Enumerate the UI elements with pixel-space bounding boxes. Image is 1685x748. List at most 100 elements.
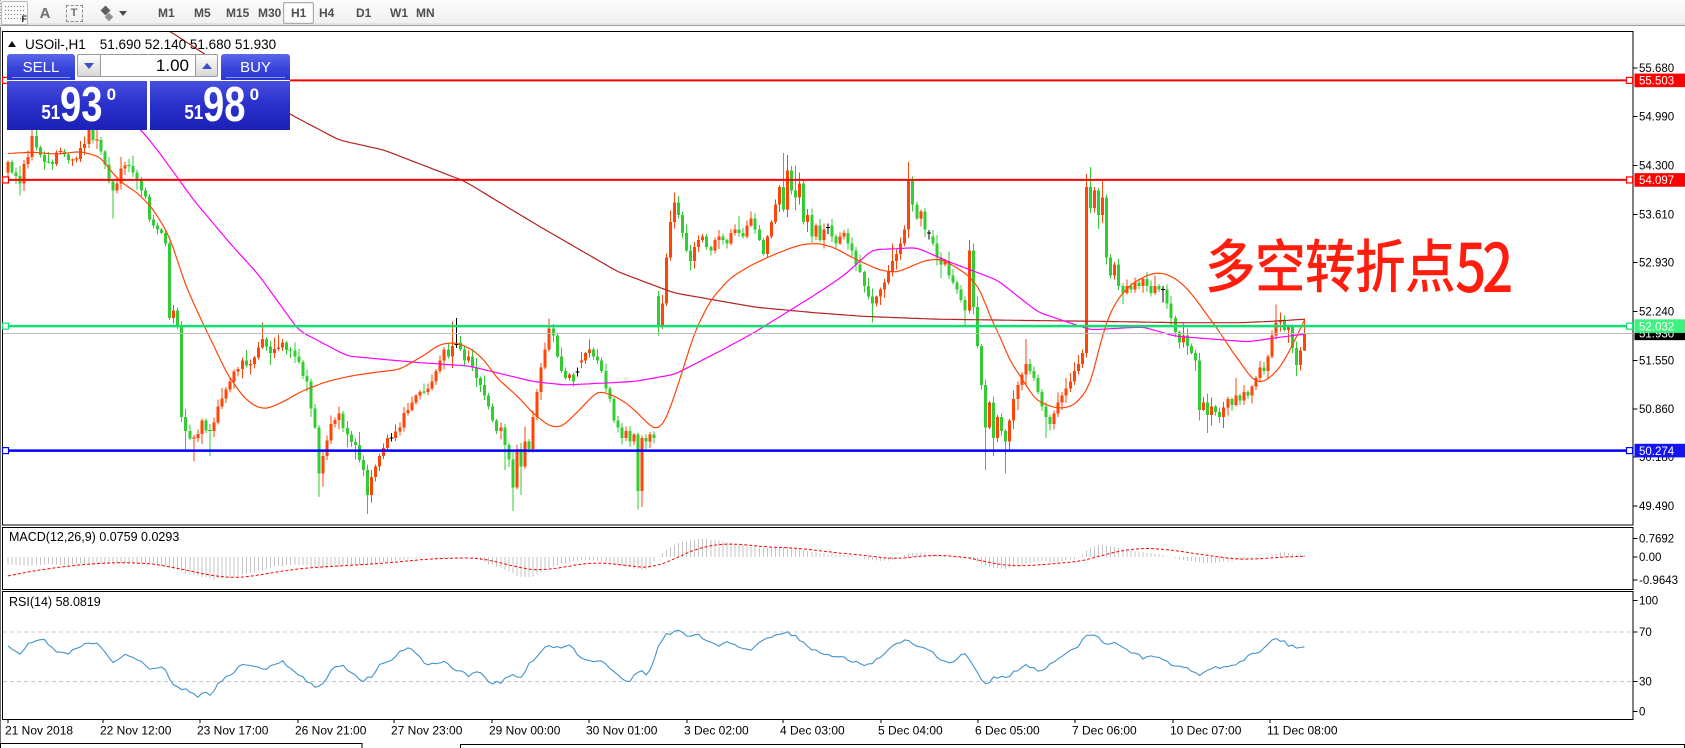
sell-button-underline: [12, 77, 70, 78]
rsi-label: RSI(14) 58.0819: [9, 595, 101, 609]
bottom-tab-left[interactable]: [0, 743, 363, 748]
sell-price-sup: 0: [106, 85, 117, 104]
hline-handle[interactable]: [1, 176, 10, 184]
rsi-scale-30: 30: [1639, 676, 1652, 688]
level-52.032-badge: [1634, 319, 1685, 333]
chart-title: USOil-,H1 51.690 52.140 51.680 51.930: [8, 36, 276, 52]
price-tick-52.930: 52.930: [1639, 258, 1674, 270]
level-55.503-badge: [1634, 73, 1685, 88]
hline-handle[interactable]: [1625, 76, 1634, 84]
fibonacci-lines-icon[interactable]: F: [1, 1, 28, 25]
time-label: 29 Nov 00:00: [489, 724, 561, 738]
hline-handle[interactable]: [1625, 322, 1634, 330]
time-label: 11 Dec 08:00: [1267, 724, 1338, 738]
time-label: 21 Nov 2018: [5, 724, 73, 738]
macd-scale-max: 0.7692: [1639, 534, 1674, 546]
price-tick-50.860: 50.860: [1639, 404, 1674, 416]
hline-handle[interactable]: [1625, 446, 1634, 455]
price-tick-51.550: 51.550: [1639, 355, 1674, 367]
toolbar-separator: [0, 0, 1, 20]
fib-line-icon: [5, 6, 24, 7]
time-label: 26 Nov 21:00: [295, 724, 367, 738]
bottom-tab-strip[interactable]: [0, 743, 1685, 748]
buy-button[interactable]: BUY: [221, 54, 290, 80]
macd-layer: [7, 538, 1306, 580]
fib-line-icon: [5, 18, 24, 19]
fibonacci-letter: F: [21, 14, 28, 24]
toolbar: F A T M1 M5 M15 M30 H1 H4 D1 W1 MN: [0, 0, 1685, 26]
level-54.097-badge: [1634, 173, 1685, 187]
rsi-name: RSI(14): [9, 594, 53, 609]
time-label: 22 Nov 12:00: [100, 724, 172, 738]
time-label: 6 Dec 05:00: [975, 724, 1040, 738]
rsi-scale-0: 0: [1639, 707, 1645, 719]
time-label: 30 Nov 01:00: [586, 724, 658, 738]
timeframe-M1[interactable]: M1: [158, 6, 175, 20]
shapes-icon[interactable]: [92, 1, 136, 25]
ma-fast-line: [7, 151, 1306, 429]
decrease-triangle-icon: [84, 62, 94, 69]
bottom-tab-right[interactable]: [460, 744, 1685, 748]
sell-button[interactable]: SELL: [7, 54, 75, 80]
rsi-scale-100: 100: [1639, 596, 1658, 608]
sell-button-label: SELL: [22, 58, 60, 76]
sell-price-display[interactable]: 51 93 0: [7, 80, 147, 130]
buy-button-underline: [226, 77, 285, 78]
chart-symbol-period: USOil-,H1: [25, 36, 86, 52]
time-scale[interactable]: 21 Nov 2018 22 Nov 12:00 23 Nov 17:00 26 No…: [5, 719, 1338, 738]
fib-line-icon: [5, 10, 24, 11]
timeframe-H4[interactable]: H4: [319, 6, 335, 20]
price-tick-52.240: 52.240: [1639, 306, 1674, 318]
volume-decrease-button[interactable]: [77, 54, 101, 77]
level-50.274-badge: [1634, 443, 1685, 458]
text-box-letter: T: [65, 4, 83, 22]
volume-increase-button[interactable]: [195, 54, 218, 77]
expand-triangle-icon[interactable]: [8, 41, 16, 47]
hline-handle[interactable]: [1, 446, 10, 455]
timeframe-M15[interactable]: M15: [226, 6, 250, 20]
price-scale[interactable]: 55.680 54.990 54.300 53.610 52.930 52.240 51.5…: [1633, 63, 1685, 719]
macd-label: MACD(12,26,9) 0.0759 0.0293: [9, 530, 179, 544]
time-label: 5 Dec 04:00: [878, 724, 943, 738]
dropdown-caret-icon[interactable]: [118, 10, 127, 16]
hline-handle[interactable]: [1625, 176, 1634, 184]
price-tick-53.610: 53.610: [1639, 209, 1674, 221]
macd-scale-min: -0.9643: [1639, 575, 1678, 587]
price-tick-49.490: 49.490: [1639, 501, 1674, 513]
time-label: 3 Dec 02:00: [684, 724, 749, 738]
time-label: 4 Dec 03:00: [780, 724, 845, 738]
buy-button-label: BUY: [240, 58, 271, 76]
increase-triangle-icon: [201, 62, 212, 69]
sell-price-prefix: 51: [41, 102, 61, 124]
one-click-trading-panel: SELL 1.00 BUY 51 93 0 51 98 0: [7, 54, 290, 130]
macd-value-main: 0.0759: [99, 530, 138, 544]
timeframe-MN[interactable]: MN: [416, 6, 435, 20]
text-box-icon[interactable]: T: [61, 1, 87, 25]
rsi-line: [7, 629, 1305, 699]
chart-ohlc-values: 51.690 52.140 51.680 51.930: [99, 36, 277, 52]
rsi-value: 58.0819: [55, 594, 101, 609]
hline-handle[interactable]: [1, 322, 10, 330]
buy-price-display[interactable]: 51 98 0: [150, 80, 290, 130]
level-50.274-badge-text: 50.274: [1639, 446, 1675, 458]
volume-input[interactable]: 1.00: [101, 54, 195, 77]
buy-price-prefix: 51: [184, 102, 204, 124]
panel-frames: [0, 27, 1634, 748]
level-54.097-badge-text: 54.097: [1639, 175, 1674, 187]
horizontal-lines-layer[interactable]: [1, 76, 1634, 455]
text-label-icon[interactable]: A: [39, 4, 51, 22]
time-label: 7 Dec 06:00: [1072, 724, 1137, 738]
rsi-scale-70: 70: [1639, 627, 1652, 639]
macd-signal-line: [7, 543, 1305, 578]
timeframe-D1[interactable]: D1: [356, 6, 372, 20]
ma-mid-line: [7, 69, 1305, 386]
time-label: 27 Nov 23:00: [391, 724, 463, 738]
timeframe-H1[interactable]: H1: [283, 2, 315, 24]
timeframe-M30[interactable]: M30: [258, 6, 282, 20]
time-label: 23 Nov 17:00: [197, 724, 269, 738]
fib-line-icon: [5, 14, 24, 15]
timeframe-M5[interactable]: M5: [194, 6, 211, 20]
timeframe-W1[interactable]: W1: [390, 6, 408, 20]
level-55.503-badge-text: 55.503: [1639, 76, 1674, 88]
